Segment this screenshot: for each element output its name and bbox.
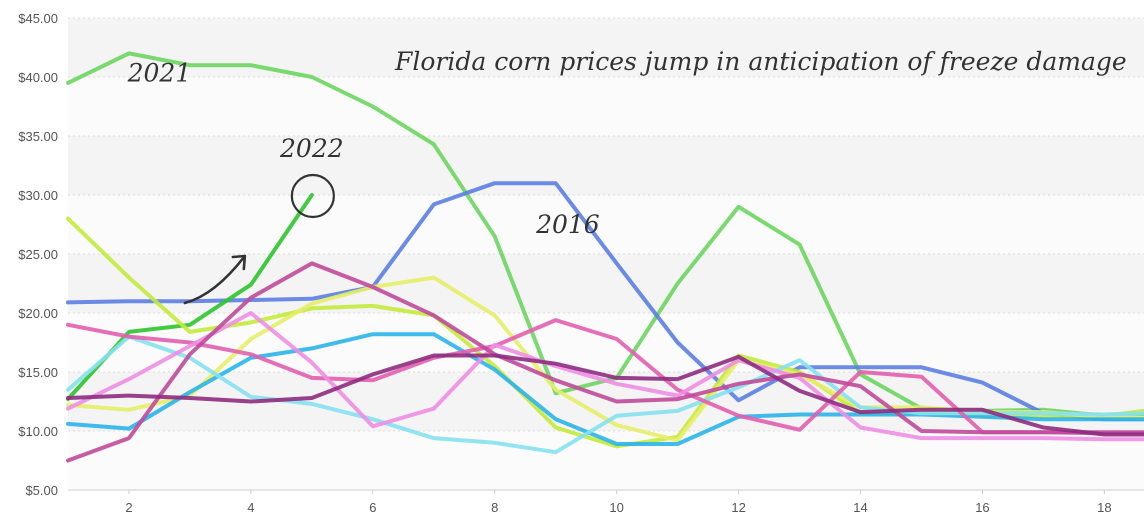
grid-band <box>68 254 1144 313</box>
y-tick-label: $30.00 <box>18 188 58 203</box>
x-tick-label: 14 <box>853 500 867 515</box>
series-line-5 <box>66 332 1144 446</box>
series-line-10 <box>66 353 1144 437</box>
grid-band <box>68 136 1144 195</box>
y-tick-label: $35.00 <box>18 129 58 144</box>
y-tick-label: $20.00 <box>18 306 58 321</box>
x-tick-label: 18 <box>1097 500 1111 515</box>
y-tick-label: $10.00 <box>18 424 58 439</box>
highlight-circle <box>290 173 335 219</box>
arrow-icon <box>183 254 247 305</box>
x-tick-label: 8 <box>491 500 498 515</box>
year-annotation: 2021 <box>127 59 192 88</box>
x-tick-label: 12 <box>731 500 745 515</box>
y-tick-label: $40.00 <box>18 70 58 85</box>
year-annotation: 2022 <box>279 134 344 163</box>
x-tick-label: 2 <box>125 500 132 515</box>
x-axis-tick-labels: 2 4 6 8 10 12 14 16 18 <box>125 490 1112 515</box>
chart-title: Florida corn prices jump in anticipation… <box>394 47 1127 76</box>
y-axis-tick-labels: $5.00 $10.00 $15.00 $20.00 $25.00 $30.00 $35.0… <box>18 11 58 498</box>
series-lines <box>66 51 1144 463</box>
x-tick-label: 16 <box>975 500 989 515</box>
grid-band <box>68 195 1144 254</box>
x-tick-label: 6 <box>369 500 376 515</box>
grid-band <box>68 313 1144 372</box>
y-tick-label: $25.00 <box>18 247 58 262</box>
series-line-9 <box>66 261 1144 463</box>
x-tick-label: 4 <box>247 500 254 515</box>
series-line-8 <box>66 311 1144 442</box>
y-tick-label: $45.00 <box>18 11 58 26</box>
y-tick-label: $15.00 <box>18 365 58 380</box>
y-tick-label: $5.00 <box>25 483 58 498</box>
year-annotation: 2016 <box>535 210 600 239</box>
grid-band <box>68 77 1144 136</box>
x-tick-label: 10 <box>609 500 623 515</box>
series-line-6 <box>66 334 1144 455</box>
year-annotations: 2021 2022 2016 <box>127 59 600 239</box>
